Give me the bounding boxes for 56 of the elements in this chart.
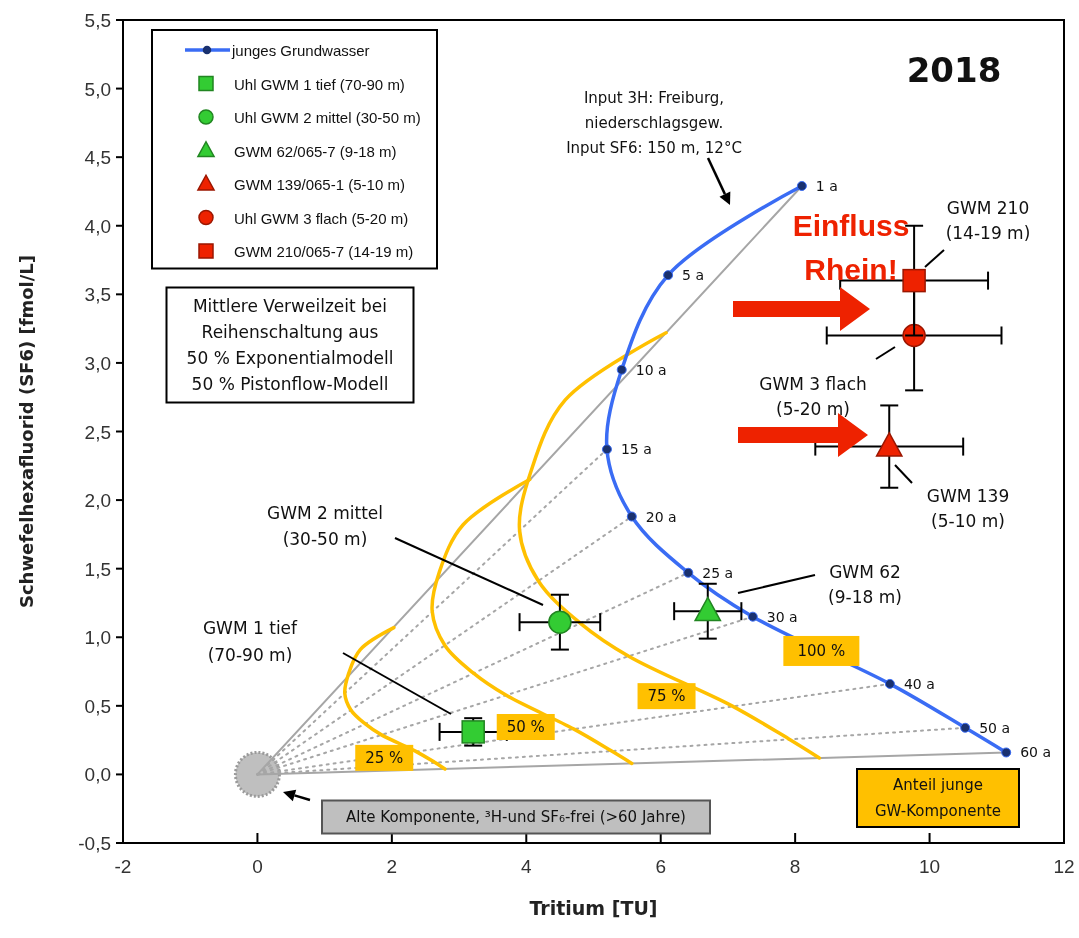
y-tick-label: 4,5	[84, 147, 111, 169]
x-tick-label: 10	[919, 856, 941, 877]
annotation: 30 a	[766, 608, 798, 625]
y-tick-label: 3,0	[84, 352, 111, 374]
annotation: 1 a	[815, 177, 838, 194]
x-tick-label: 8	[789, 856, 801, 877]
annotation: Alte Komponente, ³H-und SF₆-frei (>60 Jahre)	[346, 808, 686, 827]
x-tick-label: 0	[252, 856, 263, 877]
annotation: 15 a	[620, 441, 652, 458]
annotation: 5 a	[682, 267, 705, 284]
annotation: GWM 210 (14-19 m)	[945, 198, 1031, 243]
x-tick-label: 6	[655, 856, 666, 877]
text: 2018	[906, 50, 1002, 90]
series-label: 50 %	[506, 718, 545, 737]
annotation: Input 3H: Freiburg, niederschlagsgew. Input SF6: 150 m, 12°C	[566, 89, 742, 157]
annotation: GWM 139 (5-10 m)	[926, 486, 1010, 531]
annotation: GWM 62 (9-18 m)	[828, 562, 902, 607]
y-tick-label: 0,0	[84, 764, 111, 786]
annotation: GWM 1 tief (70-90 m)	[202, 618, 299, 665]
x-axis-title: Tritium [TU]	[529, 897, 658, 919]
annotation: GWM 3 flach (5-20 m)	[759, 374, 867, 419]
y-tick-label: 4,0	[84, 215, 111, 237]
annotation: 20 a	[645, 508, 677, 525]
series-label: 75 %	[647, 687, 686, 706]
y-tick-label: -0,5	[78, 833, 111, 854]
x-tick-label: 12	[1053, 856, 1075, 877]
y-tick-label: 1,0	[84, 627, 111, 649]
y-axis-title: Schwefelhexafluorid (SF6) [fmol/L]	[16, 254, 37, 609]
legend-label: Uhl GWM 3 flach (5-20 m)	[234, 209, 409, 227]
annotation: Mittlere Verweilzeit bei Reihenschaltung aus 50 % Exponentialmodell 50 % Pistonflow-Modell	[186, 296, 394, 395]
annotation: 100 %	[797, 642, 846, 661]
legend-label: junges Grundwasser	[231, 42, 370, 59]
annotation: GWM 2 mittel (30-50 m)	[266, 503, 384, 549]
y-tick-label: 0,5	[84, 695, 111, 717]
x-tick-label: 4	[521, 856, 532, 877]
y-tick-label: 3,5	[84, 284, 111, 306]
annotation: 10 a	[635, 361, 667, 378]
annotation: 60 a	[1020, 744, 1052, 761]
y-tick-label: 2,0	[84, 490, 111, 512]
y-tick-label: 5,5	[84, 10, 111, 31]
legend-label: GWM 62/065-7 (9-18 m)	[234, 142, 397, 160]
x-tick-label: -2	[114, 856, 132, 877]
annotation: 40 a	[903, 675, 935, 692]
annotation: 50 a	[979, 719, 1011, 736]
x-tick-label: 2	[386, 856, 398, 877]
y-tick-label: 1,5	[84, 558, 111, 580]
annotation: 25 a	[702, 564, 734, 581]
legend-label: Uhl GWM 2 mittel (30-50 m)	[234, 109, 421, 126]
legend-label: GWM 139/065-1 (5-10 m)	[234, 176, 405, 193]
y-tick-label: 2,5	[84, 421, 111, 443]
series-label: 25 %	[365, 748, 404, 767]
annotation: Einfluss Rhein!	[792, 209, 910, 286]
y-tick-label: 5,0	[84, 78, 111, 100]
legend-label: Uhl GWM 1 tief (70-90 m)	[234, 75, 405, 93]
legend-label: GWM 210/065-7 (14-19 m)	[234, 243, 414, 260]
annotation: Anteil junge GW-Komponente	[874, 776, 1002, 821]
